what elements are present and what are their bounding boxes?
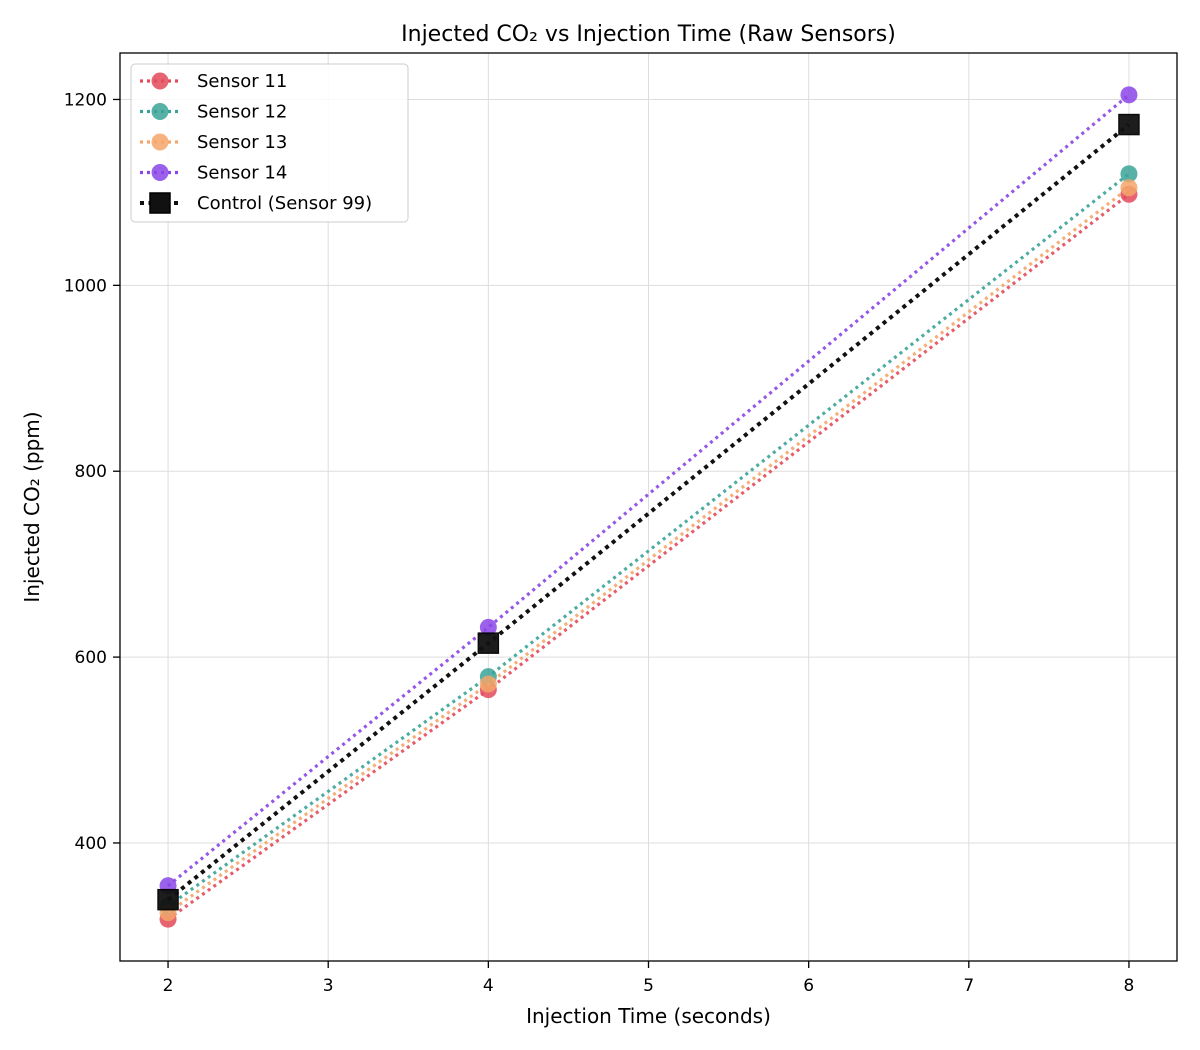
x-tick-label: 2 — [163, 976, 174, 996]
data-point — [477, 632, 500, 654]
legend-item: Control (Sensor 99) — [140, 192, 372, 214]
series-line — [167, 93, 1130, 887]
legend-label: Control (Sensor 99) — [197, 193, 372, 214]
data-point — [479, 618, 497, 636]
y-tick-label: 400 — [75, 834, 107, 854]
legend-label: Sensor 13 — [197, 132, 287, 153]
data-point — [1120, 165, 1138, 183]
series-layer — [157, 86, 1140, 928]
data-point — [1120, 179, 1138, 197]
y-tick-label: 1200 — [64, 90, 107, 110]
x-tick-label: 5 — [643, 976, 654, 996]
legend-marker — [151, 164, 169, 181]
y-tick-label: 800 — [75, 462, 107, 482]
legend-label: Sensor 14 — [197, 163, 287, 184]
legend: Sensor 11 Sensor 12 Sensor 13 Sensor 14 Cont… — [130, 63, 409, 223]
chart-title: Injected CO₂ vs Injection Time (Raw Sens… — [401, 22, 896, 47]
y-tick-label: 1000 — [64, 276, 107, 296]
series-5 — [157, 113, 1140, 911]
legend-label: Sensor 11 — [197, 71, 287, 92]
data-point — [1118, 113, 1140, 136]
x-axis-label: Injection Time (seconds) — [526, 1004, 771, 1028]
legend-label: Sensor 12 — [197, 102, 287, 123]
y-tick-label: 600 — [75, 648, 107, 668]
x-tick-label: 6 — [803, 976, 814, 996]
legend-marker — [151, 103, 169, 120]
data-point — [157, 888, 179, 911]
x-tick-label: 7 — [963, 976, 974, 996]
x-tick-label: 8 — [1124, 976, 1135, 996]
ticks: 2 3 4 5 6 7 8 400 600 800 1000 1200 — [64, 90, 1135, 996]
data-point — [1120, 86, 1138, 104]
x-tick-label: 4 — [483, 976, 494, 996]
legend-marker — [149, 192, 171, 214]
data-point — [479, 675, 497, 693]
legend-marker — [151, 72, 169, 90]
legend-marker — [151, 133, 169, 151]
legend-item: Sensor 11 — [140, 71, 287, 92]
legend-item: Sensor 13 — [140, 132, 287, 153]
legend-item: Sensor 14 — [140, 163, 287, 184]
y-axis-label: Injected CO₂ (ppm) — [20, 411, 44, 602]
x-tick-label: 3 — [323, 976, 334, 996]
legend-item: Sensor 12 — [140, 102, 287, 123]
legend-box — [130, 63, 409, 223]
